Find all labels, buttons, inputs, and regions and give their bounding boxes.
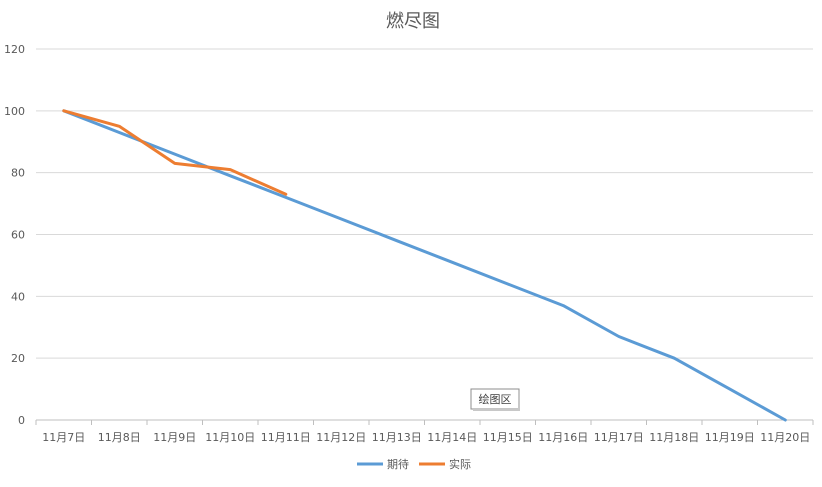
data-point — [506, 282, 509, 285]
x-tick-label: 11月20日 — [760, 431, 810, 444]
data-point — [229, 168, 232, 171]
y-tick-label: 60 — [11, 229, 25, 242]
data-point — [340, 218, 343, 221]
x-tick-label: 11月7日 — [42, 431, 85, 444]
data-point — [173, 153, 176, 156]
x-tick-label: 11月9日 — [153, 431, 196, 444]
x-tick-label: 11月10日 — [205, 431, 255, 444]
x-tick-label: 11月11日 — [261, 431, 311, 444]
data-point — [173, 162, 176, 165]
y-tick-label: 20 — [11, 352, 25, 365]
y-tick-label: 40 — [11, 290, 25, 303]
data-point — [118, 131, 121, 134]
plot-area-label: 绘图区 — [479, 392, 512, 406]
gridlines — [36, 48, 813, 359]
data-point — [451, 261, 454, 264]
legend-label: 实际 — [449, 457, 471, 471]
plot-area-tooltip: 绘图区 — [470, 388, 520, 411]
y-tick-label: 120 — [4, 43, 25, 56]
x-tick-label: 11月19日 — [705, 431, 755, 444]
y-tick-label: 100 — [4, 105, 25, 118]
data-point — [617, 335, 620, 338]
legend-label: 期待 — [387, 457, 409, 471]
chart-title: 燃尽图 — [386, 11, 440, 32]
x-tick-label: 11月8日 — [98, 431, 141, 444]
x-tick-label: 11月15日 — [483, 431, 533, 444]
y-tick-label: 80 — [11, 167, 25, 180]
data-point — [728, 388, 731, 391]
data-point — [62, 109, 65, 112]
x-tick-label: 11月13日 — [372, 431, 422, 444]
x-tick-label: 11月16日 — [538, 431, 588, 444]
data-point — [673, 357, 676, 360]
data-point — [284, 196, 287, 199]
x-tick-label: 11月17日 — [594, 431, 644, 444]
axes: 0 20 40 60 80 100 120 11月7日 11月8日 11月9日 11月10日 11月1… — [4, 43, 814, 444]
y-tick-label: 0 — [18, 414, 25, 427]
legend: 期待 实际 — [357, 457, 471, 471]
data-point — [784, 419, 787, 422]
data-point — [118, 125, 121, 128]
x-tick-label: 11月18日 — [649, 431, 699, 444]
series-line-期待 — [62, 109, 787, 422]
series-line-实际 — [62, 109, 288, 196]
x-tick-label: 11月14日 — [427, 431, 477, 444]
x-tick-label: 11月12日 — [316, 431, 366, 444]
data-point — [562, 304, 565, 307]
series-lines — [62, 109, 787, 422]
data-point — [229, 174, 232, 177]
data-point — [395, 239, 398, 242]
data-point — [284, 193, 287, 196]
